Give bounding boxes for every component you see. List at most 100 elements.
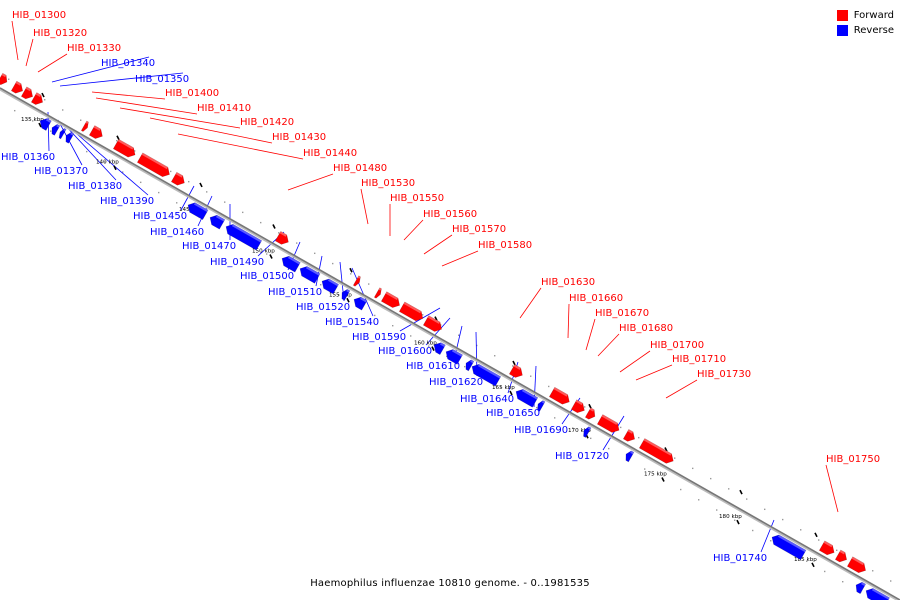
leader-line [597,333,620,357]
dot-upper [8,78,10,80]
gene-body [398,301,424,322]
dot-lower [644,468,646,470]
tick-label: 175 kbp [644,471,667,477]
tick-mark-upper [349,267,353,273]
forward-gene [30,92,43,105]
dot-upper [836,549,838,551]
dot-lower [374,314,376,317]
dot-lower [428,345,430,347]
gene-body [65,131,75,144]
forward-gene-label: HIB_01560 [423,209,477,220]
dot-upper [764,508,766,511]
leader-lines [11,20,839,553]
dot-upper [692,467,694,470]
reverse-gene [625,450,635,463]
tick-label: 150 kbp [252,248,275,254]
reverse-gene [39,118,52,131]
forward-gene [274,231,289,245]
gene-highlight [35,92,42,97]
reverse-gene-label: HIB_01510 [268,287,322,298]
gene-body [341,288,351,301]
forward-gene-label: HIB_01480 [333,163,387,174]
dot-upper [134,150,136,152]
tick-mark-upper [664,447,668,452]
reverse-gene [281,255,301,273]
gene-highlight [141,152,168,170]
dot-upper [116,139,118,142]
gene-body [471,363,502,387]
gene-highlight [359,297,368,303]
gene-highlight [56,124,60,128]
tick-mark-lower [38,122,42,128]
reverse-gene [65,131,75,144]
reverse-gene-label: HIB_01600 [378,346,432,357]
gene-highlight [279,231,287,237]
tick-mark-lower [811,562,815,568]
dot-lower [140,181,142,184]
reverse-gene-label: HIB_01390 [100,196,154,207]
legend-forward-swatch [836,10,848,21]
dot-lower [572,427,574,429]
dot-lower [338,294,340,296]
reverse-gene-label: HIB_01610 [406,361,460,372]
reverse-gene-label: HIB_01740 [713,553,767,564]
tick-label: 140 kbp [96,160,119,166]
genome-caption: Haemophilus influenzae 10810 genome. - 0… [310,578,590,589]
dot-upper [872,570,874,572]
forward-gene [20,86,33,100]
forward-gene [548,386,570,405]
leader-line [25,38,34,67]
tick-label: 170 kbp [568,428,591,434]
forward-gene [422,315,442,332]
leader-line [47,111,50,152]
forward-gene [638,438,674,464]
gene-highlight [287,256,301,265]
gene-body [51,123,61,136]
gene-body [818,540,835,556]
gene-body [88,125,103,139]
leader-line [403,219,424,241]
leader-line [95,97,198,115]
dot-upper [728,488,730,490]
leader-line [177,133,304,160]
forward-gene-label: HIB_01530 [361,178,415,189]
dot-upper [782,518,784,521]
gene-body [20,86,33,100]
leader-line [441,250,479,267]
tick-mark-upper [588,403,592,409]
reverse-gene-label: HIB_01720 [555,451,609,462]
reverse-gene-label: HIB_01370 [34,166,88,177]
tick-mark-lower [431,346,435,351]
leader-line [619,350,651,373]
gene-body [596,414,620,433]
gene-body [373,287,382,299]
gene-highlight [231,224,262,243]
forward-gene [818,540,835,556]
leader-line [69,127,149,196]
leader-line [760,519,775,553]
dot-lower [86,150,88,153]
reverse-gene [471,363,502,387]
gene-body [583,426,592,438]
gene-highlight [403,301,422,314]
leader-line [423,234,453,255]
leader-line [825,464,839,513]
leader-line [287,173,334,191]
gene-highlight [357,275,361,279]
forward-gene-label: HIB_01670 [595,308,649,319]
gene-body [771,534,807,561]
reverse-gene [537,400,546,412]
dot-lower [320,284,322,286]
tick-mark-lower [736,519,740,525]
forward-gene [584,407,596,420]
dot-lower [50,130,52,132]
forward-gene [88,125,103,139]
forward-gene [0,72,8,86]
gene-highlight [871,588,890,600]
forward-gene [570,399,585,414]
gene-highlight [470,359,474,364]
gene-highlight [477,364,501,379]
dot-lower [446,355,448,358]
dot-upper [368,283,370,285]
reverse-gene [583,426,592,438]
